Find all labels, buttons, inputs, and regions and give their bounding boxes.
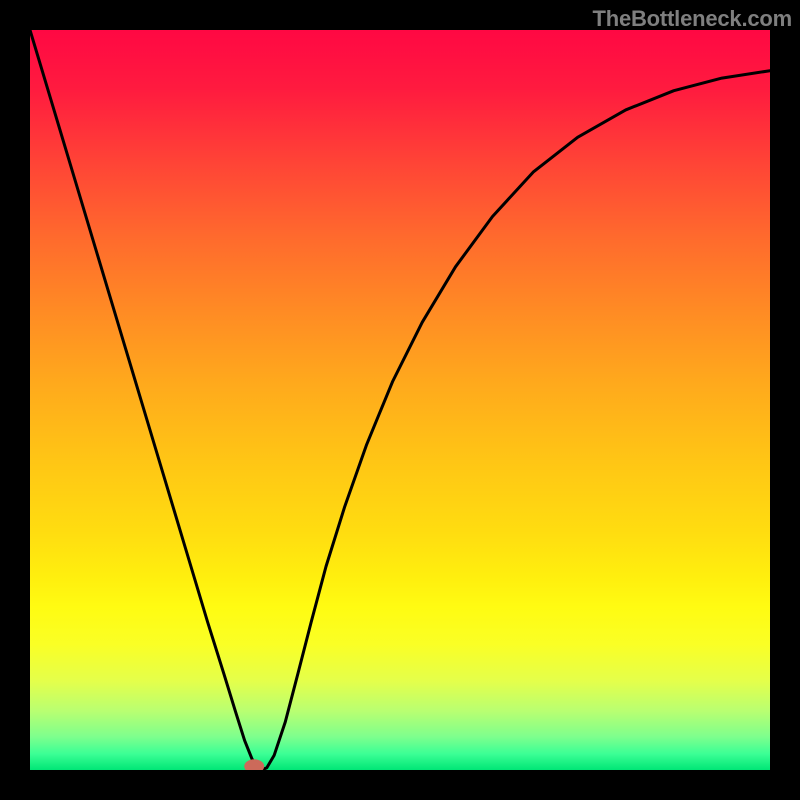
chart-root: TheBottleneck.com [0, 0, 800, 800]
plot-area [30, 30, 770, 770]
bottleneck-curve [30, 30, 770, 770]
curve-layer [30, 30, 770, 770]
minimum-marker [244, 759, 264, 770]
watermark-text: TheBottleneck.com [592, 6, 792, 32]
